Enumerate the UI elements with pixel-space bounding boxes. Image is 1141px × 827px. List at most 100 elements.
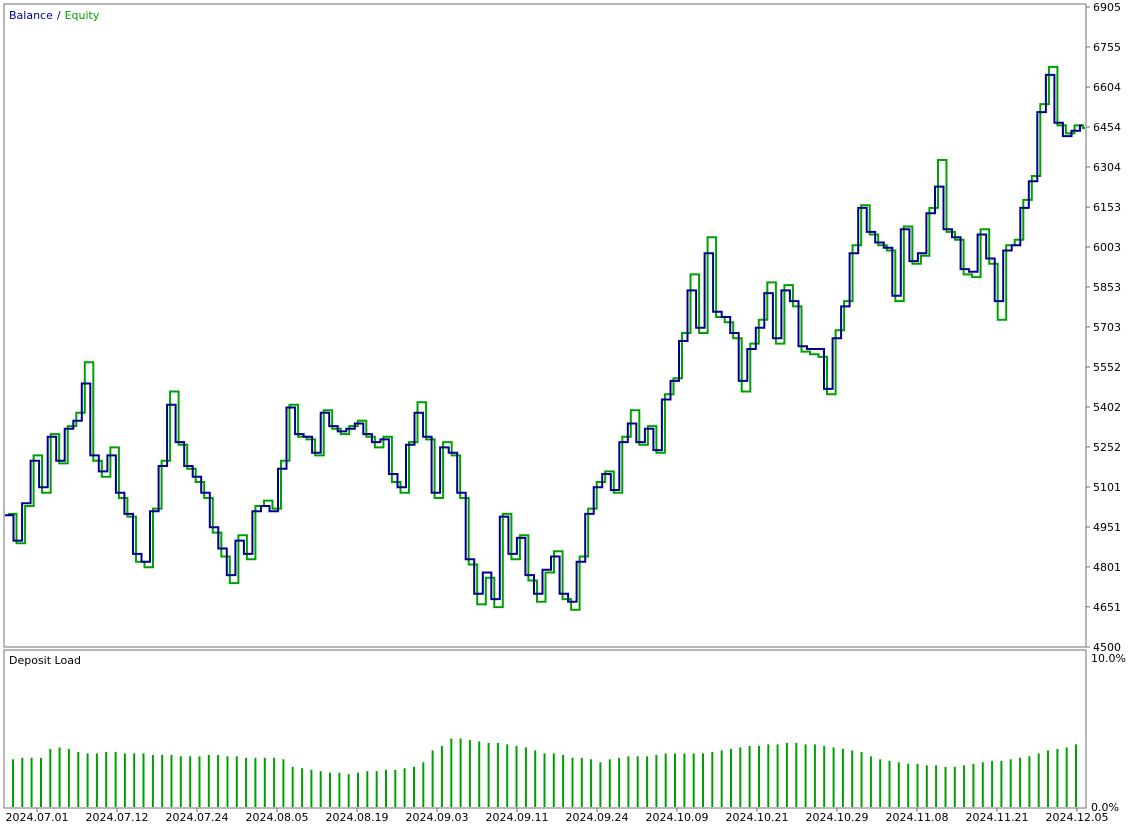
y-tick-label: 4651 — [1093, 601, 1121, 614]
deposit-load-bar — [711, 751, 714, 807]
deposit-load-bar — [496, 742, 499, 807]
deposit-load-bar — [245, 757, 248, 807]
deposit-load-bar — [329, 772, 331, 807]
date-x-axis: 2024.07.01 2024.07.12 2024.07.24 2024.08.05… — [6, 808, 1108, 824]
deposit-load-bar — [1009, 759, 1012, 807]
deposit-load-bar — [1000, 760, 1003, 807]
deposit-load-title: Deposit Load — [9, 654, 81, 667]
deposit-load-bar — [1037, 753, 1040, 807]
deposit-load-bar — [40, 757, 42, 807]
deposit-load-bar — [366, 771, 369, 807]
deposit-load-bar — [487, 742, 490, 807]
deposit-load-bar — [263, 757, 266, 807]
deposit-load-bar — [235, 756, 238, 807]
deposit-load-bar — [655, 754, 658, 807]
x-tick-label: 2024.09.11 — [486, 811, 549, 824]
deposit-load-bar — [21, 757, 24, 807]
deposit-load-bar — [981, 762, 984, 807]
deposit-load-bar — [77, 751, 80, 807]
x-tick-label: 2024.11.21 — [966, 811, 1029, 824]
deposit-load-bar — [590, 759, 593, 807]
deposit-load-bar — [385, 769, 387, 808]
y-tick-label: 5252 — [1093, 441, 1121, 454]
deposit-load-bar — [86, 753, 89, 807]
deposit-load-bar — [907, 763, 910, 807]
y-tick-label: 6905 — [1093, 1, 1121, 14]
deposit-load-bar — [776, 744, 779, 807]
deposit-load-bar — [953, 766, 956, 807]
deposit-load-bar — [608, 759, 611, 807]
deposit-load-bar — [105, 751, 108, 807]
deposit-load-bar — [179, 756, 182, 807]
deposit-load-bar — [571, 757, 574, 807]
deposit-load-bar — [95, 753, 98, 807]
deposit-load-bar — [198, 756, 201, 807]
deposit-load-bar — [226, 756, 229, 807]
x-tick-label: 2024.11.08 — [886, 811, 949, 824]
deposit-load-bar — [67, 748, 70, 807]
deposit-load-bar — [254, 757, 257, 807]
deposit-load-bar — [748, 745, 751, 807]
y-tick-label: 6755 — [1093, 41, 1121, 54]
deposit-load-bar — [291, 766, 294, 807]
y-tick-label: 4500 — [1093, 641, 1121, 654]
deposit-load-bar — [888, 760, 891, 807]
y-tick-label: 5703 — [1093, 321, 1121, 334]
legend-equity: Equity — [65, 9, 100, 22]
deposit-load-bar — [413, 766, 415, 807]
x-tick-label: 2024.08.19 — [326, 811, 389, 824]
deposit-load-bar — [580, 757, 583, 807]
deposit-load-bar — [543, 753, 546, 807]
deposit-load-bar — [552, 753, 555, 807]
deposit-load-bar — [459, 738, 462, 807]
deposit-load-bar — [897, 762, 900, 807]
x-tick-label: 2024.09.03 — [406, 811, 469, 824]
deposit-load-bar — [468, 740, 471, 807]
deposit-load-bar — [758, 745, 760, 807]
deposit-load-bar — [944, 766, 947, 807]
deposit-load-bar — [832, 747, 835, 807]
deposit-load-bar — [562, 754, 565, 807]
equity-line — [8, 65, 1085, 611]
deposit-load-bar — [450, 738, 453, 807]
price-panel-frame — [3, 3, 1087, 648]
deposit-ytick-top: 10.0% — [1091, 652, 1126, 665]
deposit-load-bar — [357, 772, 359, 807]
deposit-load-bar — [30, 757, 33, 807]
deposit-load-bar — [795, 742, 798, 807]
deposit-load-bar — [739, 747, 742, 807]
deposit-load-bar — [403, 768, 406, 807]
deposit-load-bar — [851, 750, 854, 807]
y-tick-label: 4801 — [1093, 561, 1121, 574]
deposit-load-bar — [301, 768, 304, 807]
deposit-load-bar — [813, 744, 816, 807]
deposit-load-bar — [935, 765, 938, 807]
deposit-load-bar — [636, 756, 639, 807]
y-tick-label: 6304 — [1093, 161, 1121, 174]
deposit-load-bar — [599, 762, 602, 807]
deposit-load-bar — [702, 753, 704, 807]
deposit-load-bar — [683, 753, 686, 807]
deposit-load-bar — [925, 765, 928, 807]
deposit-ytick-bottom: 0.0% — [1091, 801, 1119, 814]
deposit-load-bar — [823, 745, 826, 807]
deposit-load-bar — [1056, 748, 1059, 807]
deposit-load-bar — [916, 763, 919, 807]
deposit-load-bar — [217, 754, 220, 807]
deposit-load-bar — [170, 754, 173, 807]
deposit-load-bar — [720, 750, 723, 807]
deposit-load-bar — [841, 748, 844, 807]
x-tick-label: 2024.09.24 — [566, 811, 629, 824]
deposit-load-bar — [524, 747, 527, 807]
deposit-load-bar — [1028, 756, 1031, 807]
deposit-load-bar — [730, 748, 732, 807]
price-y-axis: 6905 6755 6604 6454 6304 6153 6003 5853 5703 5552… — [1086, 1, 1121, 654]
deposit-load-bar — [347, 774, 350, 807]
legend-balance: Balance — [9, 9, 53, 22]
deposit-load-bar — [506, 744, 509, 807]
y-tick-label: 6003 — [1093, 241, 1121, 254]
x-tick-label: 2024.10.29 — [806, 811, 869, 824]
y-tick-label: 5853 — [1093, 281, 1121, 294]
deposit-panel-frame — [3, 649, 1087, 809]
